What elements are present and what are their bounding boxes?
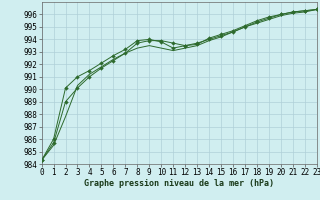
- X-axis label: Graphe pression niveau de la mer (hPa): Graphe pression niveau de la mer (hPa): [84, 179, 274, 188]
